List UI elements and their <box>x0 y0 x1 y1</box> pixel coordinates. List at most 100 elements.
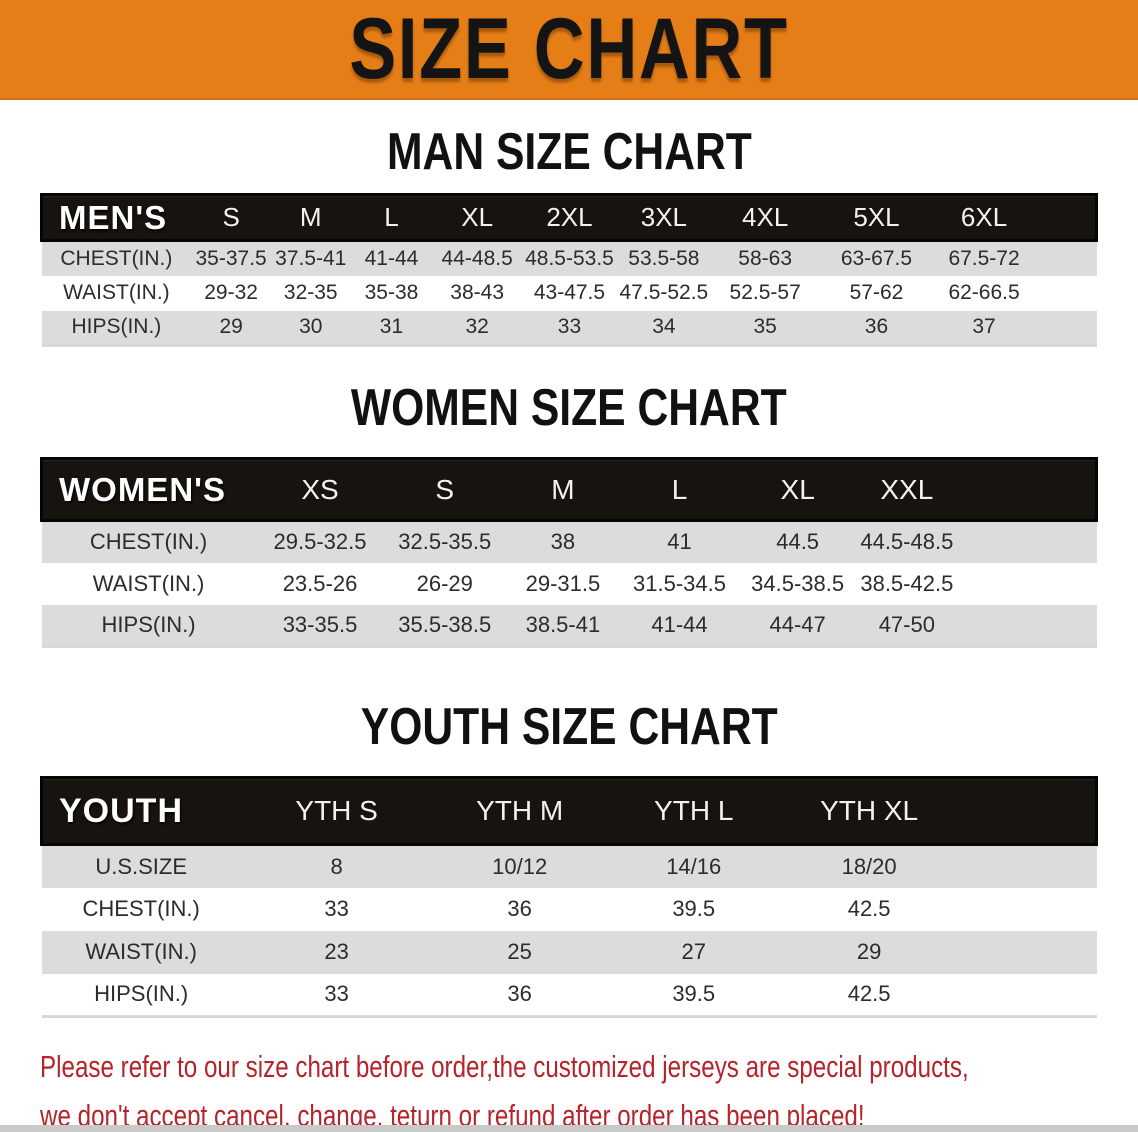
size-value-cell: 35-38 <box>350 275 433 311</box>
table-header-row: MEN'S S M L XL 2XL 3XL 4XL 5XL 6XL <box>40 193 1098 242</box>
size-value-cell: 10/12 <box>432 844 607 888</box>
size-column-header: M <box>270 193 351 242</box>
row-label: CHEST(IN.) <box>41 887 241 931</box>
table-row: HIPS(IN.) 33-35.5 35.5-38.5 38.5-41 41-44 44-… <box>41 604 1097 648</box>
size-value-cell: 23 <box>240 930 433 974</box>
size-value-cell: 32.5-35.5 <box>384 520 506 563</box>
size-value-cell: 41 <box>620 520 739 563</box>
size-value-cell: 41-44 <box>620 604 739 648</box>
row-label: HIPS(IN.) <box>41 604 256 648</box>
table-label: WOMEN'S <box>39 457 256 522</box>
row-label: WAIST(IN.) <box>41 930 241 974</box>
table-label: YOUTH <box>39 776 241 846</box>
size-value-cell: 32 <box>432 310 522 347</box>
size-value-cell: 44.5-48.5 <box>856 520 957 563</box>
spacer-cell <box>957 844 1097 888</box>
size-value-cell: 42.5 <box>780 887 958 931</box>
table-row: HIPS(IN.) 29 30 31 32 33 34 35 36 37 <box>41 310 1097 347</box>
youth-size-table: YOUTH YTH S YTH M YTH L YTH XL U.S.SIZE 8 10/12… <box>39 776 1098 1018</box>
row-label: WAIST(IN.) <box>41 562 256 605</box>
size-column-header: YTH M <box>432 776 607 846</box>
spacer-cell <box>956 457 1098 522</box>
table-row: CHEST(IN.) 35-37.5 37.5-41 41-44 44-48.5 48.5… <box>41 240 1097 276</box>
size-value-cell: 33 <box>522 310 617 347</box>
men-section-heading-text: MAN SIZE CHART <box>386 123 752 181</box>
size-value-cell: 29 <box>780 930 958 974</box>
size-column-header: 2XL <box>522 193 617 242</box>
size-column-header: YTH S <box>240 776 433 846</box>
size-value-cell: 38.5-42.5 <box>856 562 957 605</box>
size-value-cell: 44-48.5 <box>432 240 522 276</box>
size-value-cell: 47-50 <box>856 604 957 648</box>
size-value-cell: 26-29 <box>384 562 506 605</box>
women-section-heading: WOMEN SIZE CHART <box>0 381 1138 435</box>
size-column-header: XL <box>738 457 857 522</box>
spacer-cell <box>957 930 1097 974</box>
size-value-cell: 38-43 <box>432 275 522 311</box>
women-size-table: WOMEN'S XS S M L XL XXL CHEST(IN.) 29.5-32.5 32.5… <box>39 457 1098 648</box>
size-value-cell: 31.5-34.5 <box>620 562 739 605</box>
banner-title: SIZE CHART <box>349 1 789 97</box>
size-value-cell: 31 <box>350 310 433 347</box>
size-column-header: L <box>350 193 433 242</box>
table-row: CHEST(IN.) 33 36 39.5 42.5 <box>41 887 1097 931</box>
row-label: WAIST(IN.) <box>41 275 192 311</box>
table-row: WAIST(IN.) 23.5-26 26-29 29-31.5 31.5-34.5 34… <box>41 562 1097 605</box>
spacer-cell <box>957 887 1097 931</box>
size-value-cell: 58-63 <box>710 240 820 276</box>
size-value-cell: 23.5-26 <box>255 562 385 605</box>
size-value-cell: 41-44 <box>350 240 433 276</box>
size-value-cell: 35.5-38.5 <box>384 604 506 648</box>
table-row: WAIST(IN.) 23 25 27 29 <box>41 930 1097 974</box>
disclaimer-note: Please refer to our size chart before or… <box>40 1042 1138 1132</box>
size-value-cell: 37.5-41 <box>270 240 351 276</box>
spacer-cell <box>956 520 1097 563</box>
men-section-heading: MAN SIZE CHART <box>0 125 1138 179</box>
table-header-row: YOUTH YTH S YTH M YTH L YTH XL <box>39 776 1098 846</box>
disclaimer-line-1: Please refer to our size chart before or… <box>40 1049 969 1084</box>
size-value-cell: 39.5 <box>606 973 781 1018</box>
size-value-cell: 32-35 <box>270 275 351 311</box>
spacer-cell <box>956 562 1097 605</box>
row-label: CHEST(IN.) <box>41 520 256 563</box>
size-value-cell: 38 <box>505 520 621 563</box>
table-header-row: WOMEN'S XS S M L XL XXL <box>39 457 1098 522</box>
table-row: WAIST(IN.) 29-32 32-35 35-38 38-43 43-47.5 47.… <box>41 275 1097 311</box>
row-label: CHEST(IN.) <box>41 240 192 276</box>
size-value-cell: 67.5-72 <box>933 240 1035 276</box>
row-label: HIPS(IN.) <box>41 973 241 1018</box>
size-value-cell: 30 <box>270 310 351 347</box>
size-column-header: L <box>620 457 739 522</box>
spacer-cell <box>956 604 1097 648</box>
women-section-heading-text: WOMEN SIZE CHART <box>351 379 787 437</box>
spacer-cell <box>957 776 1098 846</box>
size-value-cell: 8 <box>240 844 433 888</box>
size-value-cell: 25 <box>432 930 607 974</box>
size-column-header: XL <box>432 193 522 242</box>
size-value-cell: 39.5 <box>606 887 781 931</box>
men-size-table: MEN'S S M L XL 2XL 3XL 4XL 5XL 6XL CHEST(IN.) 35-37… <box>40 193 1098 347</box>
table-row: HIPS(IN.) 33 36 39.5 42.5 <box>41 973 1097 1018</box>
size-value-cell: 37 <box>933 310 1035 347</box>
size-value-cell: 44.5 <box>738 520 857 563</box>
spacer-cell <box>1034 275 1097 311</box>
size-value-cell: 29-32 <box>191 275 271 311</box>
size-value-cell: 29-31.5 <box>505 562 621 605</box>
spacer-cell <box>1034 240 1097 276</box>
size-column-header: 4XL <box>710 193 820 242</box>
size-value-cell: 53.5-58 <box>616 240 711 276</box>
size-value-cell: 34 <box>616 310 711 347</box>
size-value-cell: 62-66.5 <box>933 275 1035 311</box>
size-value-cell: 48.5-53.5 <box>522 240 617 276</box>
size-value-cell: 36 <box>432 973 607 1018</box>
size-value-cell: 29.5-32.5 <box>255 520 385 563</box>
size-value-cell: 52.5-57 <box>710 275 820 311</box>
spacer-cell <box>957 973 1097 1018</box>
size-column-header: 6XL <box>933 193 1035 242</box>
table-row: CHEST(IN.) 29.5-32.5 32.5-35.5 38 41 44.5 44.5… <box>41 520 1097 563</box>
size-value-cell: 38.5-41 <box>505 604 621 648</box>
size-column-header: 5XL <box>819 193 934 242</box>
size-value-cell: 33 <box>240 973 433 1018</box>
size-column-header: M <box>505 457 621 522</box>
